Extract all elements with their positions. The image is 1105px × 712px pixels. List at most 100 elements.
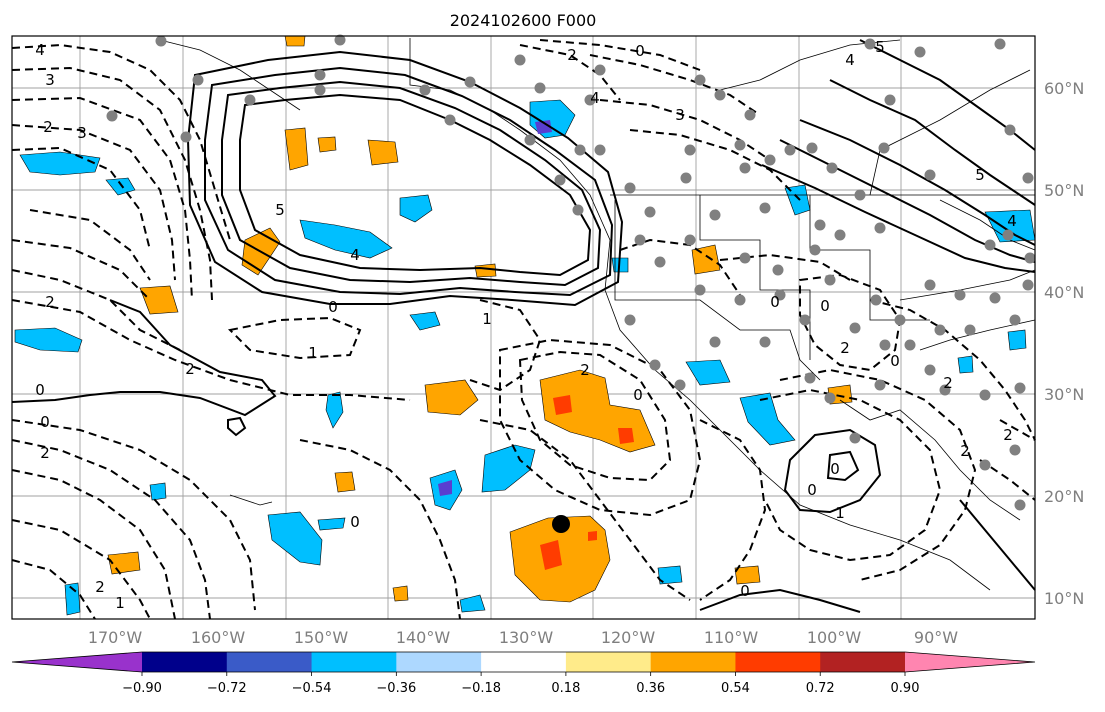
station-dot [644,206,656,218]
blue-patch [325,391,344,429]
station-dot [809,244,821,256]
station-dot [1009,314,1021,326]
station-dot [784,144,796,156]
colorbar-bin [396,652,482,672]
colorbar-bin [820,652,906,672]
station-dot [824,392,836,404]
colorbar-bin [12,652,142,672]
station-dot [924,279,936,291]
station-dot [979,389,991,401]
station-dot [964,324,976,336]
station-dot [694,74,706,86]
station-dot [624,314,636,326]
station-dot [878,142,890,154]
contour-label: 0 [350,513,360,531]
orange-patch [691,244,721,275]
contour-label: 3 [45,71,55,89]
station-dot [979,459,991,471]
station-dot [106,110,118,122]
station-dot [514,54,526,66]
contour-label: 1 [482,310,492,328]
station-dot [934,324,946,336]
station-dot [594,64,606,76]
contour-label: 1 [308,344,318,362]
station-dot [584,94,596,106]
colorbar-tick-label: −0.90 [122,681,162,696]
longitude-label: 120°W [601,628,656,647]
station-dot [155,35,167,47]
orange-patch [392,585,409,602]
contour-label: 2 [95,578,105,596]
station-dot [1014,499,1026,511]
orange-patch [474,263,497,278]
blue-patch [957,355,974,374]
storm-marker [552,515,570,533]
contour-label: 5 [275,201,285,219]
orange-patch [334,471,356,493]
colorbar-bin [481,652,567,672]
longitude-label: 170°W [88,628,143,647]
contour-label: 3 [77,124,87,142]
station-dot [684,144,696,156]
blue-patch [105,177,136,196]
contour-label: 2 [580,361,590,379]
station-dot [759,202,771,214]
station-dot [574,144,586,156]
blue-patch [739,392,796,446]
orange-patch [734,565,761,585]
contour-label: 0 [820,297,830,315]
station-dot [804,372,816,384]
latitude-label: 50°N [1044,181,1084,200]
station-dot [884,94,896,106]
orange-patch [284,35,306,47]
station-dot [624,182,636,194]
longitude-label: 110°W [704,628,759,647]
station-dot [879,339,891,351]
station-dot [834,229,846,241]
contour-label: 2 [40,444,50,462]
station-dot [924,364,936,376]
colorbar-bin [735,652,821,672]
contour-label: 5 [875,38,885,56]
station-dot [826,162,838,174]
latitude-label: 40°N [1044,283,1084,302]
map-frame [11,35,1036,620]
station-dot [334,34,346,46]
latitude-label: 30°N [1044,385,1084,404]
station-dot [759,336,771,348]
colorbar-tick-label: −0.18 [461,681,501,696]
contour-label: 2 [185,360,195,378]
station-dot [534,82,546,94]
map-title: 2024102600 F000 [450,11,597,30]
station-dot [554,174,566,186]
contour-label: 1 [835,504,845,522]
blue-patch [685,359,731,386]
colorbar-bin [565,652,652,672]
station-dot [1004,124,1016,136]
longitude-axis: 170°W 160°W 150°W 140°W 130°W 120°W 110°W 100°W… [88,628,958,647]
colorbar-bin [905,652,1035,672]
colorbar-tick-label: 0.54 [721,681,750,696]
station-dot [192,74,204,86]
contour-label: 0 [830,460,840,478]
colorbar-tick-label: −0.54 [292,681,332,696]
station-dot [870,294,882,306]
colorbar-tick-label: 0.36 [636,681,665,696]
contour-label: 5 [975,166,985,184]
blue-patch [409,311,441,331]
station-dot [989,292,1001,304]
station-dot [1014,382,1026,394]
station-dot [680,172,692,184]
contour-label: 1 [115,594,125,612]
colorbar-bin [226,652,313,672]
colorbar-tick-label: 0.90 [891,681,920,696]
contour-label: 2 [1003,426,1013,444]
contour-label: 0 [890,352,900,370]
longitude-label: 130°W [499,628,554,647]
contour-label: 3 [675,106,685,124]
blue-patch [14,327,83,353]
station-dot [1002,229,1014,241]
station-dot [244,94,256,106]
station-dot [764,154,776,166]
